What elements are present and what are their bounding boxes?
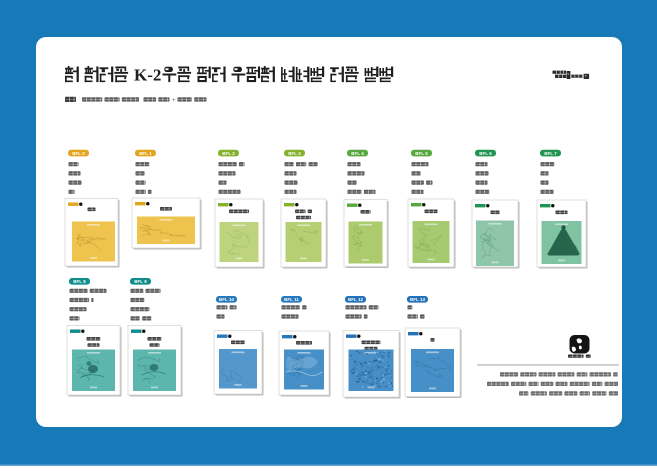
svg-text:BFL 11: BFL 11 [284,297,299,302]
svg-text:BFL 13: BFL 13 [410,297,425,302]
svg-text:BFL 12: BFL 12 [348,297,363,302]
svg-text:BFL 7: BFL 7 [544,151,557,156]
svg-text:K-2: K-2 [134,66,161,85]
svg-text:BFL 9: BFL 9 [134,279,147,284]
svg-text:BFL 3: BFL 3 [288,151,301,156]
svg-text:BFL 0: BFL 0 [72,151,85,156]
svg-text:BFL 6: BFL 6 [479,151,492,156]
svg-text:BFL 2: BFL 2 [222,151,235,156]
svg-text:BFL 4: BFL 4 [351,151,364,156]
svg-text:BFL 8: BFL 8 [73,279,86,284]
svg-text:+: + [172,98,176,104]
svg-text:BFL 1: BFL 1 [139,151,152,156]
svg-text:BFL 5: BFL 5 [415,151,428,156]
svg-text:BFL 10: BFL 10 [219,297,234,302]
